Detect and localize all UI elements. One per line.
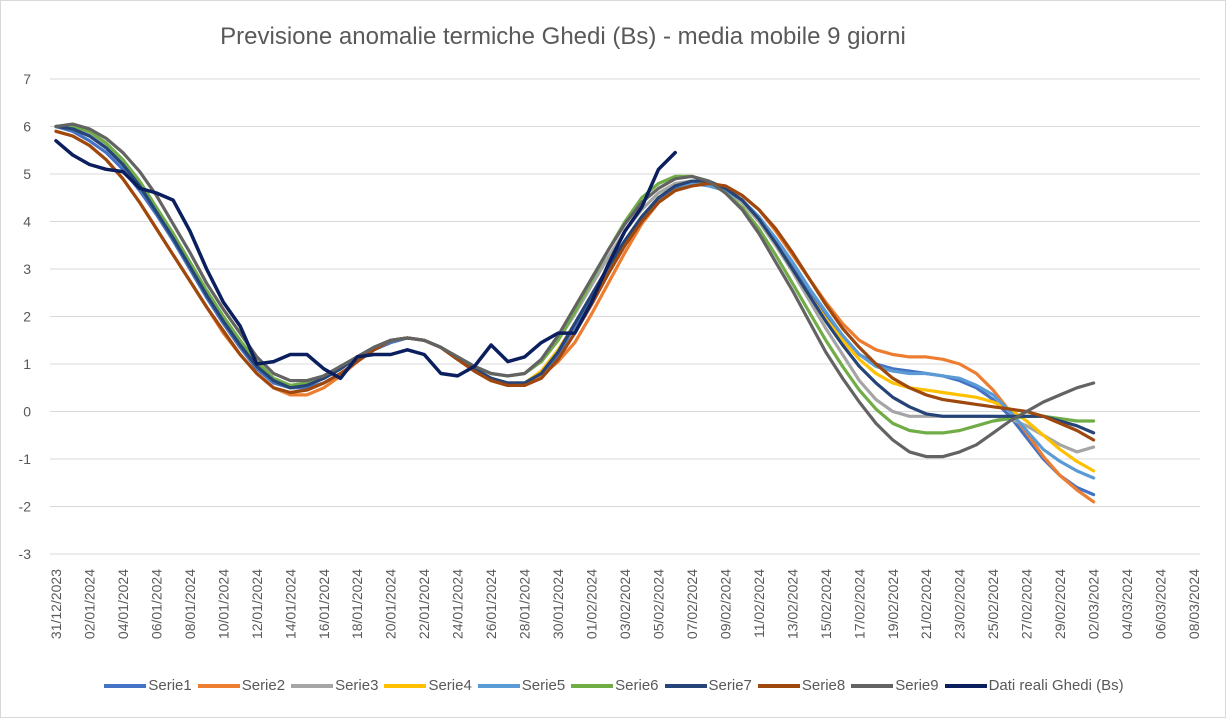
x-tick-label: 08/01/2024 [182,569,198,639]
legend-swatch [104,683,147,688]
legend-swatch [571,683,614,688]
legend-swatch [291,683,334,688]
legend-item: Serie3 [291,677,378,694]
x-tick-label: 24/01/2024 [450,569,466,639]
legend-label: Serie1 [148,677,192,694]
x-tick-label: 09/02/2024 [717,569,733,639]
x-tick-label: 21/02/2024 [918,569,934,639]
series-line-serie6 [54,124,1096,435]
x-tick-label: 25/02/2024 [985,569,1001,639]
y-tick-label: -3 [19,546,32,562]
legend-item: Serie5 [477,677,566,694]
legend-label: Dati reali Ghedi (Bs) [988,677,1124,694]
legend-item: Serie2 [197,677,286,694]
x-tick-label: 19/02/2024 [885,569,901,639]
series-lines [54,122,1096,504]
y-tick-label: 7 [23,71,31,87]
x-tick-label: 03/02/2024 [617,569,633,639]
x-tick-label: 10/01/2024 [215,569,231,639]
x-tick-label: 26/01/2024 [483,569,499,639]
legend-label: Serie6 [615,677,659,694]
x-tick-label: 31/12/2023 [48,569,64,639]
y-tick-label: 4 [23,214,31,230]
y-tick-label: 5 [23,166,31,182]
legend-label: Serie2 [241,677,286,694]
y-tick-label: 0 [23,404,31,420]
legend-swatch [197,683,240,688]
legend-item: Serie1 [104,677,192,694]
legend-item: Dati reali Ghedi (Bs) [944,677,1124,694]
x-tick-label: 08/03/2024 [1186,569,1202,639]
legend-label: Serie9 [895,677,939,694]
series-line-serie8 [54,129,1096,442]
y-tick-label: -2 [19,499,32,515]
x-tick-label: 23/02/2024 [952,569,968,639]
chart-legend: Serie1 Serie2 Serie3 Serie4 Serie5 Serie6 Seri… [1,677,1226,694]
y-tick-label: 1 [23,356,31,372]
x-tick-label: 27/02/2024 [1019,569,1035,639]
x-tick-label: 13/02/2024 [784,569,800,639]
legend-label: Serie7 [708,677,752,694]
y-tick-label: 6 [23,119,31,135]
x-tick-label: 20/01/2024 [383,569,399,639]
legend-swatch [757,683,800,688]
legend-swatch [851,683,894,688]
x-tick-label: 18/01/2024 [349,569,365,639]
legend-label: Serie4 [428,677,472,694]
gridlines [50,78,1200,555]
x-tick-label: 15/02/2024 [818,569,834,639]
legend-label: Serie5 [521,677,566,694]
x-tick-label: 02/01/2024 [81,569,97,639]
x-tick-label: 29/02/2024 [1052,569,1068,639]
series-line-dati-reali-ghedi-bs- [54,139,677,381]
x-tick-label: 01/02/2024 [584,569,600,639]
legend-swatch [477,683,520,688]
legend-label: Serie3 [335,677,379,694]
series-line-serie7 [54,124,1096,435]
x-tick-label: 17/02/2024 [851,569,867,639]
x-tick-label: 04/03/2024 [1119,569,1135,639]
x-tick-label: 04/01/2024 [115,569,131,639]
y-tick-label: 2 [23,309,31,325]
chart-title: Previsione anomalie termiche Ghedi (Bs) … [220,23,906,50]
y-tick-label: 3 [23,261,31,277]
series-line-serie9 [54,122,1096,459]
x-tick-label: 14/01/2024 [282,569,298,639]
x-axis-ticks: 31/12/2023 02/01/2024 04/01/2024 06/01/2024… [48,569,1202,639]
legend-item: Serie4 [384,677,472,694]
legend-swatch [944,683,987,688]
x-tick-label: 22/01/2024 [416,569,432,639]
x-tick-label: 28/01/2024 [517,569,533,639]
legend-item: Serie7 [664,677,752,694]
x-tick-label: 11/02/2024 [751,569,767,638]
legend-swatch [384,683,427,688]
legend-item: Serie6 [571,677,659,694]
legend-label: Serie8 [801,677,846,694]
x-tick-label: 05/02/2024 [650,569,666,639]
x-tick-label: 06/03/2024 [1153,569,1169,639]
x-tick-label: 12/01/2024 [249,569,265,639]
y-axis-ticks: -3 -2 -1 0 1 2 3 4 5 6 7 [19,71,32,562]
legend-swatch [664,683,707,688]
x-tick-label: 02/03/2024 [1086,569,1102,639]
legend-item: Serie9 [851,677,939,694]
x-tick-label: 16/01/2024 [316,569,332,639]
x-tick-label: 06/01/2024 [148,569,164,639]
x-tick-label: 07/02/2024 [684,569,700,639]
y-tick-label: -1 [19,451,32,467]
legend-item: Serie8 [757,677,846,694]
x-tick-label: 30/01/2024 [550,569,566,639]
